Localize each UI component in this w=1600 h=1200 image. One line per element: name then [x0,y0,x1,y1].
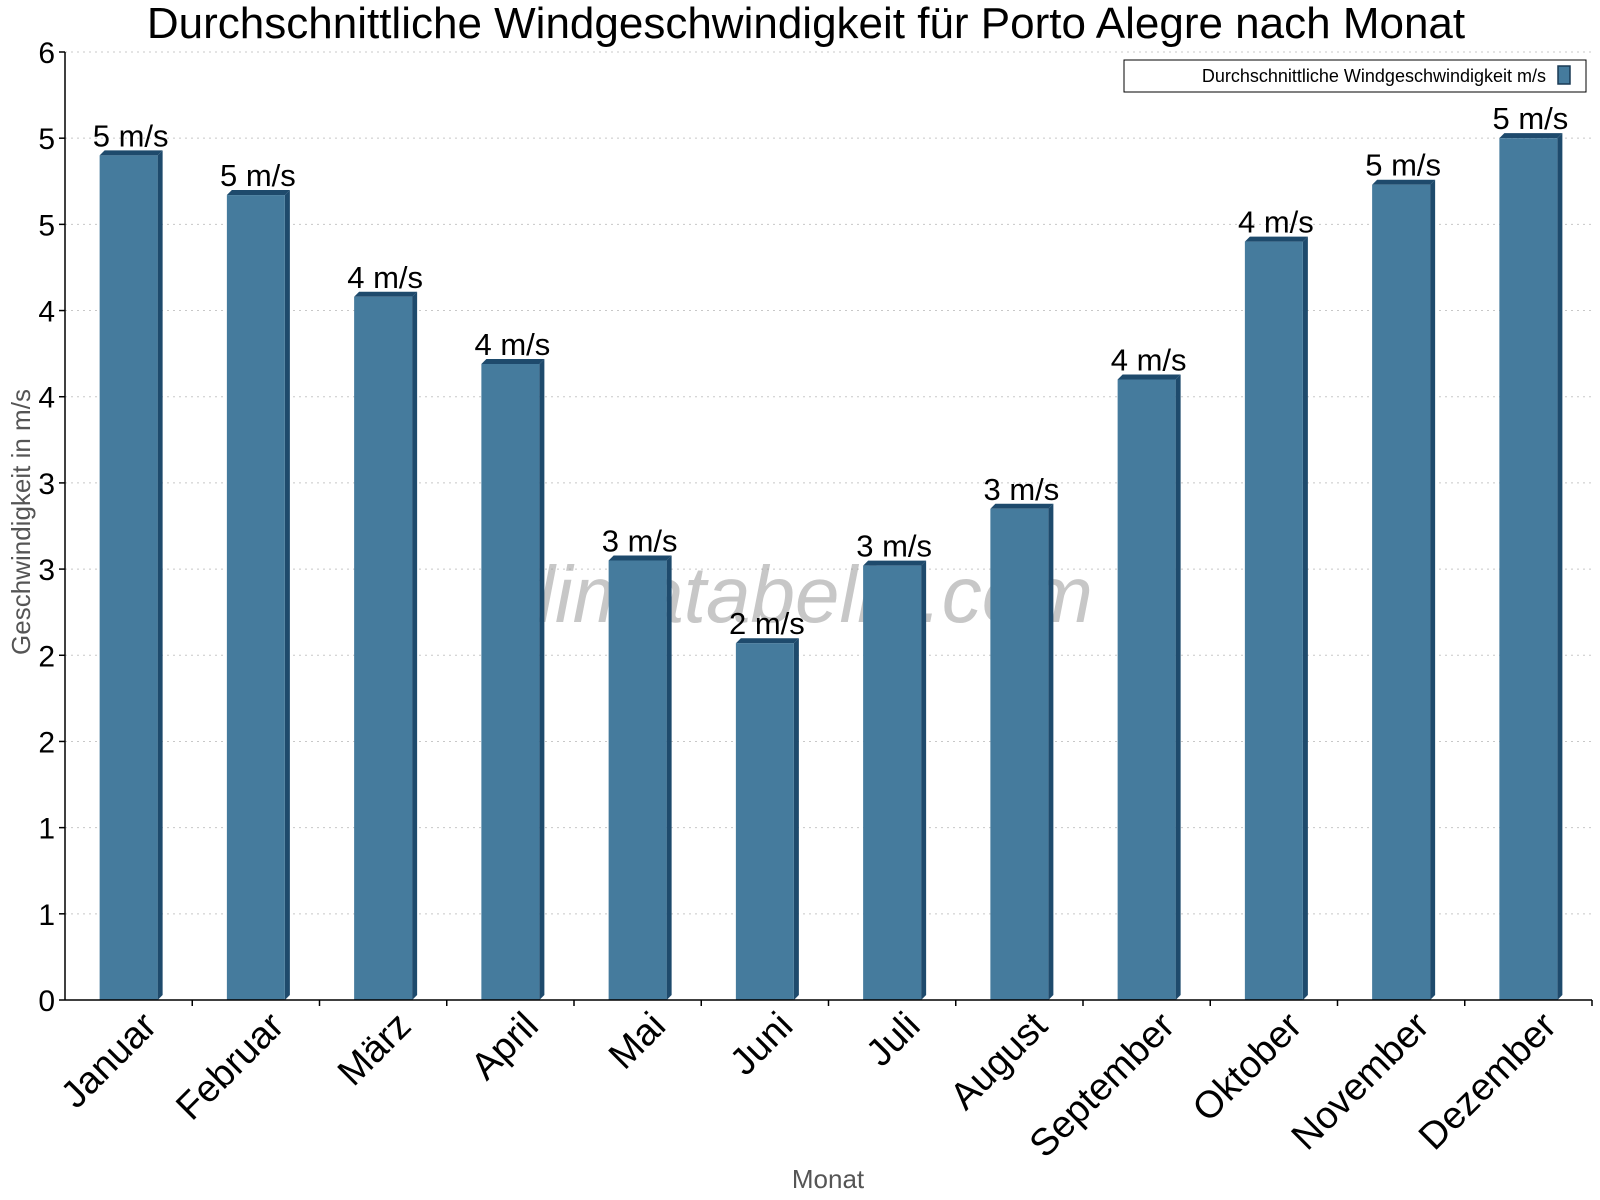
legend-swatch [1557,65,1571,85]
bar-side [666,555,672,1000]
x-tick-label: Juli [858,1005,928,1075]
y-tick-label: 1 [38,899,55,932]
y-tick-label: 6 [38,37,55,70]
bar-side [157,150,163,1000]
bar-series [99,133,1563,1001]
data-label: 3 m/s [983,472,1059,507]
x-tick-label: Januar [53,1004,165,1116]
data-label: 4 m/s [1238,205,1314,240]
bar-top [863,560,927,566]
x-tick-label: Juni [722,1005,801,1084]
x-tick-label: Dezember [1411,1004,1565,1158]
bar-top [481,358,545,364]
data-label: 4 m/s [347,260,423,295]
legend-box [1123,59,1587,93]
legend: Durchschnittliche Windgeschwindigkeit m/… [1123,59,1587,93]
y-tick-label: 1 [38,813,55,846]
bar-top [1499,133,1563,139]
bar [226,195,285,1000]
bar [1117,379,1176,1000]
bar-side [412,291,418,1001]
bar-top [990,503,1054,509]
bar [99,155,158,1000]
bar [1244,241,1303,1001]
bar-side [921,560,927,1000]
bar [354,296,413,1001]
bar-side [1430,179,1436,1001]
y-axis-title: Geschwindigkeit in m/s [6,389,36,655]
bar [990,508,1049,1000]
y-tick-label: 5 [38,123,55,156]
y-tick-label: 3 [38,554,55,587]
legend-entry-label: Durchschnittliche Windgeschwindigkeit m/… [1202,66,1546,86]
data-label: 2 m/s [729,606,805,641]
x-tick-label: Oktober [1185,1004,1311,1130]
bar [1372,184,1431,1001]
bar [1499,138,1558,1000]
bar-side [1557,133,1563,1000]
x-tick-label: Februar [168,1004,292,1128]
y-tick-label: 0 [38,985,55,1018]
data-label: 5 m/s [220,158,296,193]
data-label: 5 m/s [93,118,169,153]
data-label: 3 m/s [856,529,932,564]
x-tick-label: Mai [601,1005,674,1078]
data-label: 4 m/s [1111,342,1187,377]
bar-side [1302,236,1308,1001]
bar-top [608,555,672,561]
x-tick-label: November [1284,1004,1438,1158]
bar-top [1117,374,1181,380]
data-label: 4 m/s [474,327,550,362]
x-axis-ticks: Januar Februar März April Mai Juni Juli AugustS… [53,1000,1593,1166]
bar [863,565,922,1000]
y-tick-label: 2 [38,640,55,673]
x-tick-label: März [330,1005,419,1094]
chart-title: Durchschnittliche Windgeschwindigkeit fü… [147,0,1465,48]
y-tick-label: 5 [38,209,55,242]
x-tick-label: April [463,1005,546,1088]
data-labels: 5 m/s 5 m/s 4 m/s 4 m/s 3 m/s 2 m/s 3 m/s 3 m/s… [93,101,1569,641]
data-label: 3 m/s [602,523,678,558]
bar-side [284,190,290,1000]
bar [481,363,540,1001]
bar-top [1244,236,1308,242]
grid-lines [65,51,1592,915]
bar-side [793,638,799,1000]
bar-top [354,291,418,297]
x-tick-label: August [942,1004,1056,1118]
y-tick-label: 4 [38,296,55,329]
x-axis-title: Monat [792,1164,865,1194]
bar-top [226,190,290,196]
bar-side [1048,503,1054,1000]
data-label: 5 m/s [1492,101,1568,136]
data-label: 5 m/s [1365,148,1441,183]
y-tick-label: 3 [38,468,55,501]
bar-side [1175,374,1181,1000]
bar-side [539,358,545,1001]
bar-top [1372,179,1436,185]
bar [608,560,667,1000]
bar-top [735,638,799,644]
y-tick-label: 4 [38,382,55,415]
bar [735,643,794,1000]
y-tick-label: 2 [38,726,55,759]
bar-top [99,150,163,156]
y-axis-ticks: 0 1 1 2 2 3 3 4 4 5 5 6 [38,37,65,1018]
